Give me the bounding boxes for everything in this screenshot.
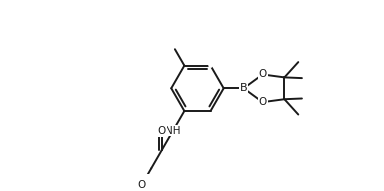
Text: O: O: [258, 97, 267, 107]
Text: B: B: [240, 83, 248, 93]
Text: NH: NH: [166, 125, 181, 136]
Text: O: O: [137, 180, 146, 190]
Text: O: O: [158, 126, 166, 136]
Text: O: O: [258, 70, 267, 79]
